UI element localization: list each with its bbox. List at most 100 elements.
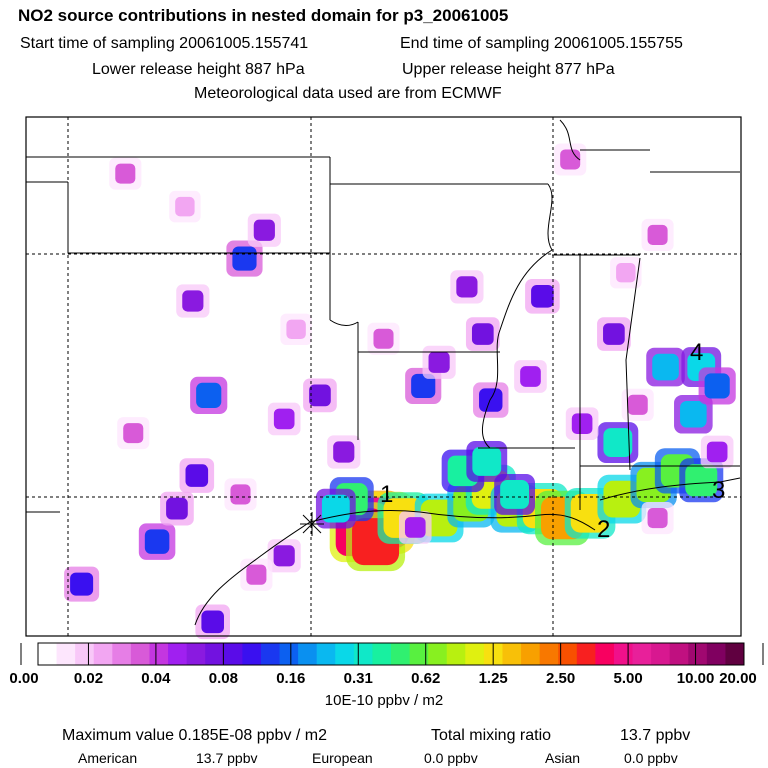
colorbar-swatch-32 <box>632 643 652 665</box>
concentration-cell-37 <box>471 323 494 345</box>
border-mississippi-river <box>482 183 553 449</box>
concentration-cell-33 <box>201 610 224 634</box>
border-gulf-coast-tx <box>194 521 311 626</box>
concentration-cell-59 <box>175 196 195 217</box>
concentration-cell-57 <box>647 224 668 245</box>
colorbar-swatch-14 <box>298 643 318 665</box>
colorbar-tick-label-9: 5.00 <box>613 670 642 687</box>
colorbar-swatch-26 <box>521 643 541 665</box>
colorbar-swatch-10 <box>223 643 243 665</box>
met-data-label: Meteorological data used are from ECMWF <box>194 85 502 102</box>
concentration-cell-56 <box>560 149 581 170</box>
release-site-marker <box>300 512 324 536</box>
colorbar-tick-label-5: 0.31 <box>344 670 373 687</box>
concentration-cell-29 <box>185 464 209 487</box>
concentration-cell-45 <box>273 408 295 430</box>
colorbar-swatch-28 <box>558 643 578 665</box>
colorbar-swatch-0 <box>38 643 58 665</box>
max-value-label: Maximum value 0.185E-08 ppbv / m2 <box>62 727 328 744</box>
concentration-cell-50 <box>627 394 648 415</box>
asian-value: 0.0 ppbv <box>624 750 678 766</box>
marker-label-2: 2 <box>597 516 610 543</box>
colorbar-swatch-6 <box>149 643 169 665</box>
concentration-cell-40 <box>182 290 204 312</box>
colorbar-frame <box>37 642 745 666</box>
concentration-cell-58 <box>115 163 136 184</box>
colorbar-swatch-11 <box>242 643 262 665</box>
asian-label: Asian <box>545 750 581 766</box>
colorbar-swatch-5 <box>130 643 150 665</box>
concentration-cell-25 <box>500 480 530 509</box>
concentration-cell-44 <box>333 441 355 463</box>
colorbar-tick-label-11: 20.00 <box>719 670 757 687</box>
concentration-cell-22 <box>704 373 730 399</box>
total-mixing-value: 13.7 ppbv <box>620 727 691 744</box>
concentration-cell-51 <box>706 441 728 463</box>
colorbar-swatch-34 <box>669 643 689 665</box>
concentration-cell-46 <box>520 366 541 387</box>
concentration-cell-34 <box>273 545 295 567</box>
concentration-cell-32 <box>479 388 503 412</box>
concentration-field <box>64 143 736 640</box>
colorbar-tick-label-10: 10.00 <box>677 670 715 687</box>
concentration-cell-54 <box>404 517 426 538</box>
colorbar-swatch-4 <box>112 643 132 665</box>
concentration-cell-24 <box>232 246 257 271</box>
colorbar-tick-label-4: 0.16 <box>276 670 305 687</box>
end-time-label: End time of sampling 20061005.155755 <box>400 35 683 52</box>
colorbar <box>20 642 764 666</box>
european-value: 0.0 ppbv <box>424 750 478 766</box>
map-frame <box>25 116 742 637</box>
colorbar-swatch-17 <box>353 643 373 665</box>
concentration-cell-42 <box>603 323 625 345</box>
colorbar-swatch-9 <box>205 643 225 665</box>
border-al-ga <box>625 257 641 471</box>
colorbar-swatch-29 <box>576 643 596 665</box>
concentration-cell-28 <box>144 529 170 554</box>
colorbar-swatch-18 <box>372 643 392 665</box>
colorbar-swatch-3 <box>93 643 113 665</box>
concentration-cell-39 <box>253 219 275 241</box>
colorbar-swatch-13 <box>279 643 299 665</box>
concentration-cell-53 <box>246 564 267 585</box>
border-river-upper <box>559 119 581 161</box>
concentration-cell-61 <box>616 262 636 283</box>
colorbar-swatch-16 <box>335 643 355 665</box>
total-mixing-label: Total mixing ratio <box>431 727 552 744</box>
concentration-cell-43 <box>456 276 478 298</box>
colorbar-tick-label-6: 0.62 <box>411 670 440 687</box>
colorbar-swatch-36 <box>706 643 726 665</box>
colorbar-swatch-8 <box>186 643 206 665</box>
border-ky-tn <box>580 149 740 173</box>
colorbar-swatch-31 <box>613 643 634 665</box>
marker-label-3: 3 <box>712 477 725 504</box>
lat-lon-gridlines <box>26 117 741 636</box>
colorbar-swatch-37 <box>725 643 745 665</box>
start-time-label: Start time of sampling 20061005.155741 <box>20 35 309 52</box>
colorbar-swatch-1 <box>56 643 76 665</box>
concentration-cell-55 <box>647 508 668 529</box>
concentration-cell-38 <box>309 384 331 407</box>
colorbar-swatch-15 <box>316 643 336 665</box>
concentration-cell-36 <box>531 284 554 308</box>
colorbar-tick-label-1: 0.02 <box>74 670 103 687</box>
border-panhandle-east <box>67 182 330 254</box>
colorbar-swatch-2 <box>75 643 95 665</box>
colorbar-tick-label-7: 1.25 <box>479 670 508 687</box>
colorbar-tick-label-2: 0.04 <box>141 670 171 687</box>
chart-title: NO2 source contributions in nested domai… <box>18 6 509 25</box>
colorbar-swatch-19 <box>391 643 411 665</box>
concentration-cell-47 <box>571 413 593 434</box>
colorbar-swatch-30 <box>595 643 615 665</box>
american-value: 13.7 ppbv <box>196 750 258 766</box>
concentration-cell-60 <box>286 319 306 340</box>
concentration-cell-35 <box>70 572 94 596</box>
colorbar-swatch-22 <box>446 643 466 665</box>
border-red-river <box>329 319 359 326</box>
concentration-cell-48 <box>123 423 144 444</box>
european-label: European <box>312 750 373 766</box>
marker-label-4: 4 <box>690 339 703 366</box>
concentration-cell-21 <box>680 400 707 428</box>
concentration-cell-15 <box>685 464 718 497</box>
colorbar-tick-label-0: 0.00 <box>9 670 38 687</box>
